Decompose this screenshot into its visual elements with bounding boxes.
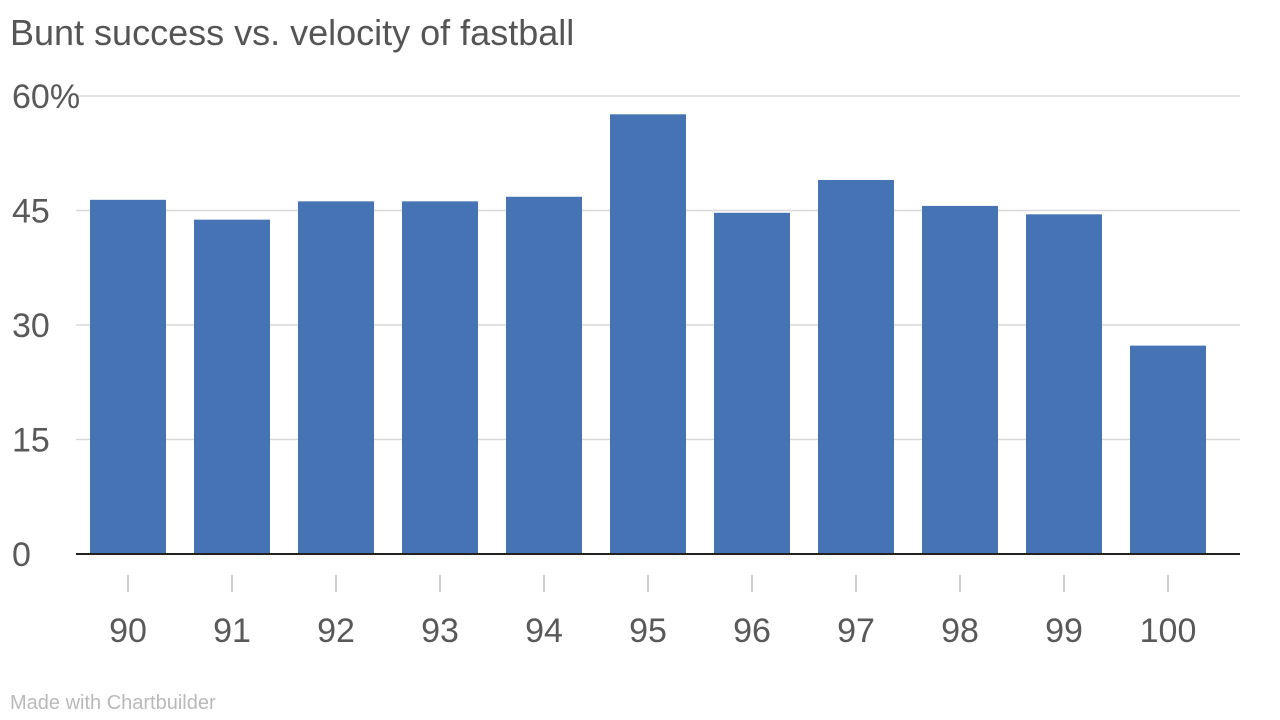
bar (1130, 345, 1206, 554)
x-tick-label: 99 (1045, 612, 1083, 650)
chartbuilder-credit: Made with Chartbuilder (10, 692, 216, 714)
x-tick-label: 94 (525, 612, 563, 650)
bar (1026, 214, 1102, 555)
y-tick-label: 30 (12, 307, 50, 345)
x-tick-labels: 90 91 92 93 94 95 96 97 98 99 100 (109, 612, 1196, 650)
x-tick-label: 97 (837, 612, 875, 650)
bar (298, 201, 374, 554)
x-tick-label: 93 (421, 612, 459, 650)
bar (90, 199, 166, 554)
x-tick-label: 95 (629, 612, 667, 650)
y-tick-label: 60% (12, 78, 80, 116)
bar (818, 179, 894, 554)
bar (610, 114, 686, 554)
x-tick-label: 92 (317, 612, 355, 650)
x-tick-label: 98 (941, 612, 979, 650)
bar (194, 219, 270, 554)
y-tick-label: 15 (12, 422, 50, 460)
chart-title: Bunt success vs. velocity of fastball (10, 12, 575, 53)
bar (402, 201, 478, 554)
bar (714, 212, 790, 555)
x-tick-label: 96 (733, 612, 771, 650)
y-tick-label: 0 (12, 536, 31, 574)
y-tick-labels: 0 15 30 45 60% (12, 78, 80, 574)
x-tick-label: 91 (213, 612, 251, 650)
y-tick-label: 45 (12, 193, 50, 231)
x-tick-label: 100 (1140, 612, 1197, 650)
bar (506, 196, 582, 554)
bar (922, 205, 998, 555)
x-tick-marks (127, 575, 1169, 592)
bars (90, 114, 1206, 555)
x-tick-label: 90 (109, 612, 147, 650)
